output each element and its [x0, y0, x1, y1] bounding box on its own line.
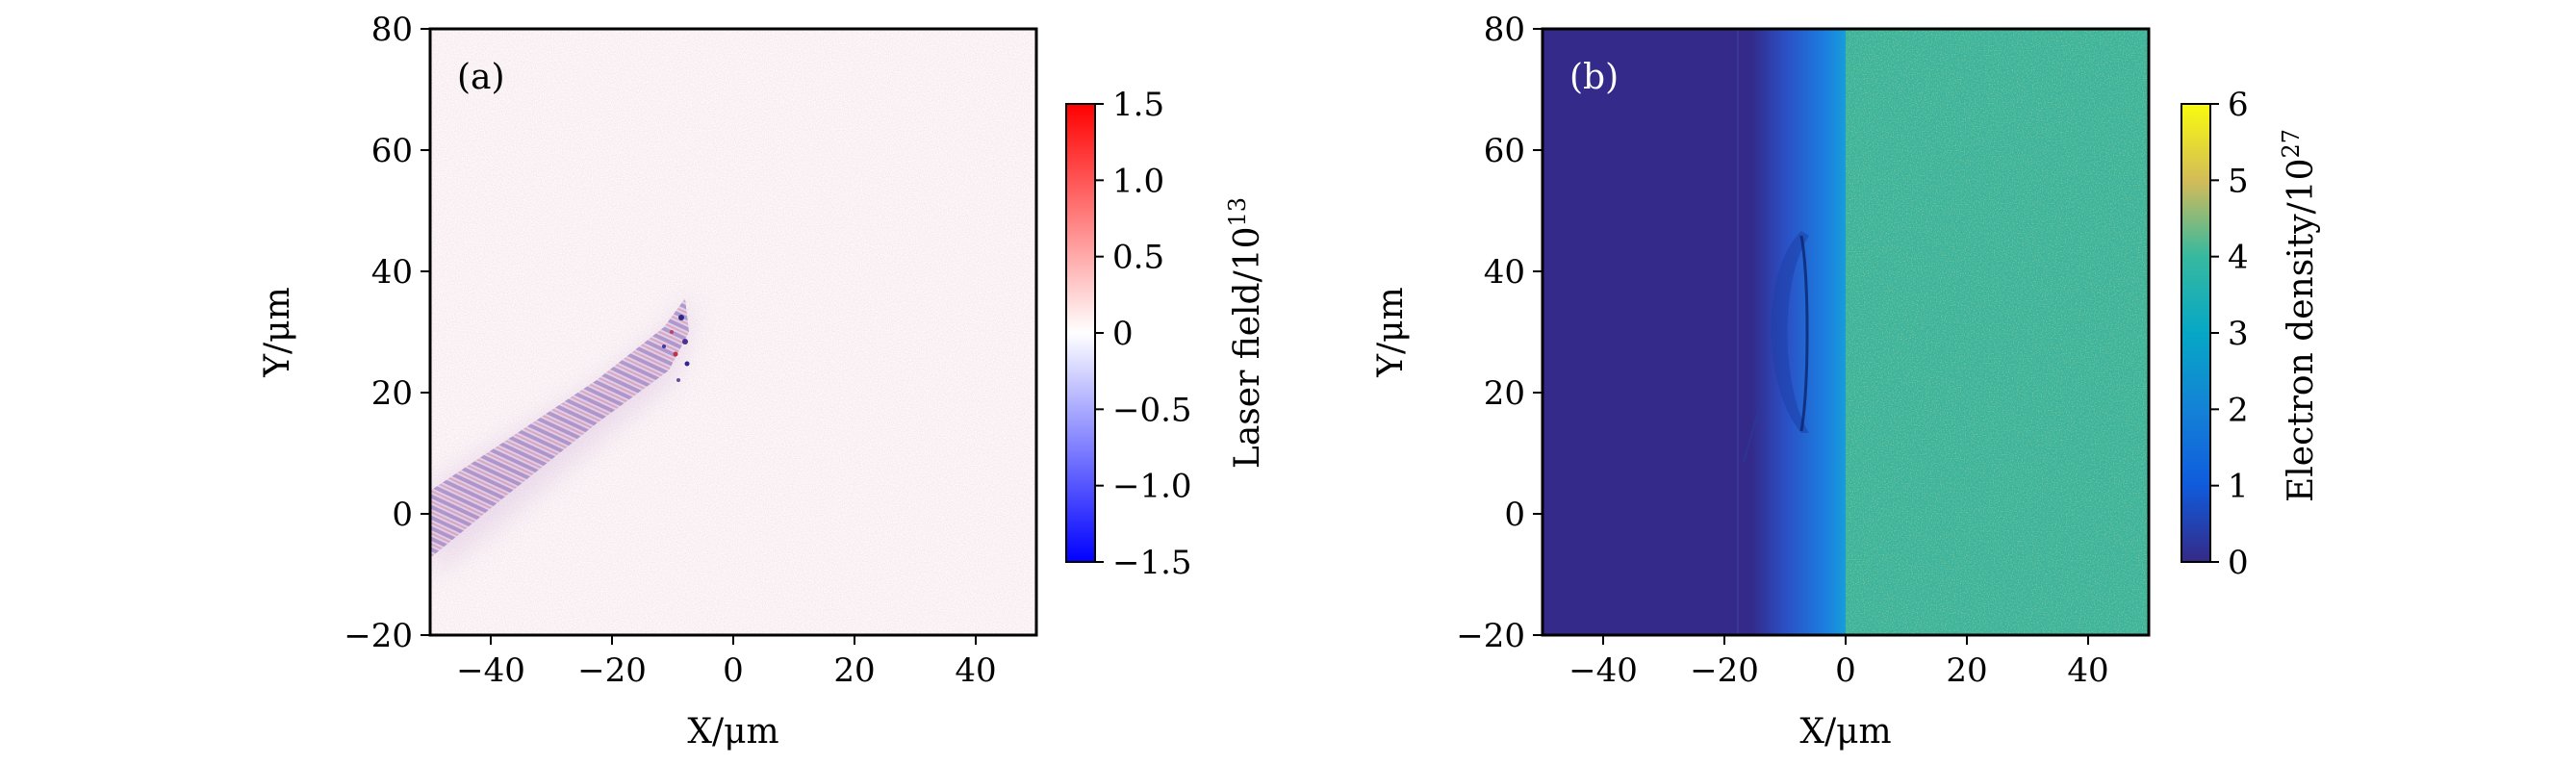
x-tick-label: 40 [2067, 651, 2108, 690]
colorbar-a [1065, 103, 1096, 563]
colorbar-label-a: Laser field/1013 [1224, 197, 1267, 469]
panel-a: −40 −20 0 20 40 −20 0 20 40 60 80 (a) X/μm Y/μm −… [258, 11, 1267, 752]
y-tick-label: 40 [1484, 253, 1525, 292]
x-axis-label-b: X/μm [1799, 712, 1891, 752]
colorbar-ticks-a: −1.5 −1.0 −0.5 0 0.5 1.0 1.5 [1095, 86, 1192, 582]
panel-label-a: (a) [457, 58, 505, 97]
sheath-filament [1743, 403, 1762, 463]
bulk-plasma-noise-cool [1846, 29, 2149, 635]
colorbar-b [2181, 103, 2211, 563]
heatmap-b [1543, 29, 2149, 635]
y-tick-label: 20 [371, 374, 413, 413]
y-tick-label: 80 [371, 11, 413, 49]
y-tick-label: 60 [1484, 132, 1525, 170]
colorbar-ticks-b: 0 1 2 3 4 5 6 [2210, 86, 2249, 582]
colorbar-tick-label: 0 [1112, 315, 1134, 353]
colorbar-label-a-exponent: 13 [1224, 197, 1251, 227]
y-axis-label-a: Y/μm [258, 287, 297, 377]
x-ticks-a: −40 −20 0 20 40 [456, 635, 997, 690]
colorbar-tick-label: 1.5 [1112, 86, 1164, 124]
heatmap-a [430, 29, 1036, 635]
y-tick-label: 60 [371, 132, 413, 170]
x-tick-label: −20 [1690, 651, 1759, 690]
y-tick-label: 80 [1484, 11, 1525, 49]
colorbar-tick-label: −0.5 [1112, 391, 1192, 429]
x-tick-label: 20 [1946, 651, 1987, 690]
colorbar-tick-label: −1.0 [1112, 468, 1192, 506]
y-axis-label-b: Y/μm [1371, 287, 1411, 377]
colorbar-tick-label: 2 [2228, 391, 2249, 429]
x-tick-label: −40 [456, 651, 525, 690]
colorbar-tick-label: 0 [2228, 544, 2249, 582]
heatmap-a-noise [430, 29, 1036, 635]
x-tick-label: −20 [577, 651, 647, 690]
x-ticks-b: −40 −20 0 20 40 [1569, 635, 2109, 690]
colorbar-tick-label: 0.5 [1112, 239, 1164, 277]
colorbar-tick-label: 6 [2228, 86, 2249, 124]
y-ticks-a: −20 0 20 40 60 80 [344, 11, 430, 655]
density-ramp [1751, 29, 1848, 635]
colorbar-label-a-text: Laser field/10 [1228, 226, 1267, 469]
laser-front-speckles [662, 315, 690, 382]
hole-boring-edge [1799, 235, 1809, 432]
hole-boring-front [1771, 231, 1809, 433]
x-tick-label: 40 [955, 651, 996, 690]
y-tick-label: 20 [1484, 374, 1525, 413]
y-ticks-b: −20 0 20 40 60 80 [1456, 11, 1543, 655]
colorbar-tick-label: 5 [2228, 162, 2249, 200]
panel-label-b: (b) [1569, 58, 1619, 97]
colorbar-label-b-text: Electron density/10 [2282, 159, 2321, 503]
colorbar-label-b: Electron density/1027 [2278, 129, 2321, 502]
colorbar-tick-label: 1.0 [1112, 162, 1164, 200]
y-tick-label: 0 [1504, 496, 1525, 534]
colorbar-tick-label: 3 [2228, 315, 2249, 353]
x-axis-label-a: X/μm [687, 712, 778, 752]
colorbar-label-b-exponent: 27 [2278, 129, 2305, 159]
laser-beam [430, 298, 689, 558]
x-tick-label: 20 [833, 651, 875, 690]
x-tick-label: 0 [723, 651, 744, 690]
y-tick-label: −20 [344, 617, 413, 655]
y-tick-label: 40 [371, 253, 413, 292]
colorbar-tick-label: 4 [2228, 239, 2249, 277]
x-tick-label: −40 [1569, 651, 1638, 690]
y-tick-label: −20 [1456, 617, 1525, 655]
y-tick-label: 0 [392, 496, 413, 534]
colorbar-tick-label: 1 [2228, 468, 2249, 506]
x-tick-label: 0 [1835, 651, 1856, 690]
colorbar-tick-label: −1.5 [1112, 544, 1192, 582]
